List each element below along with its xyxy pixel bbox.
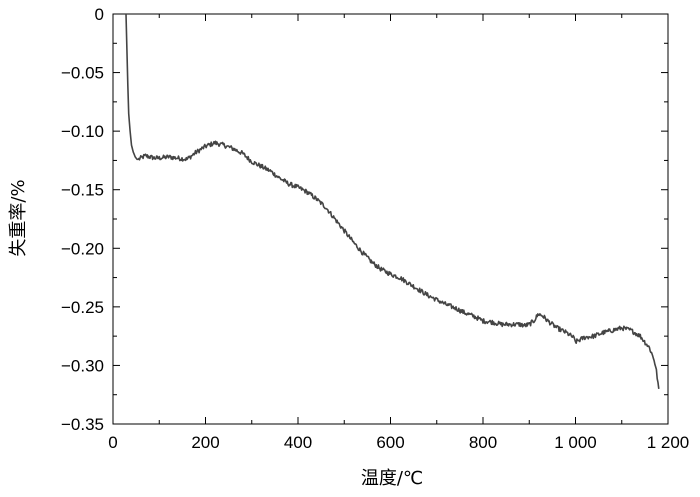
y-tick-label: −0.05 [61,64,104,83]
x-tick-label: 200 [191,433,219,452]
y-tick-label: −0.30 [61,356,104,375]
x-tick-label: 400 [284,433,312,452]
y-tick-label: −0.25 [61,298,104,317]
x-tick-label: 0 [108,433,117,452]
x-tick-label: 1 000 [554,433,597,452]
y-axis-ticks: 0 −0.05 −0.10 −0.15 −0.20 −0.25 −0.30 −0.35 [61,5,668,434]
x-tick-label: 800 [469,433,497,452]
y-tick-label: −0.35 [61,415,104,434]
y-axis-label: 失重率/% [8,179,29,256]
plot-area [112,13,669,425]
plot-frame [112,13,669,425]
y-tick-label: −0.20 [61,239,104,258]
x-tick-label: 600 [376,433,404,452]
y-tick-label: −0.10 [61,122,104,141]
x-axis-ticks: 0 200 400 600 800 1 000 1 200 [108,14,689,452]
series-layer [125,13,660,389]
x-axis-label: 温度/℃ [361,468,423,489]
mass-loss-curve [125,13,660,389]
x-tick-label: 1 200 [647,433,690,452]
y-tick-label: −0.15 [61,181,104,200]
y-tick-label: 0 [95,5,104,24]
